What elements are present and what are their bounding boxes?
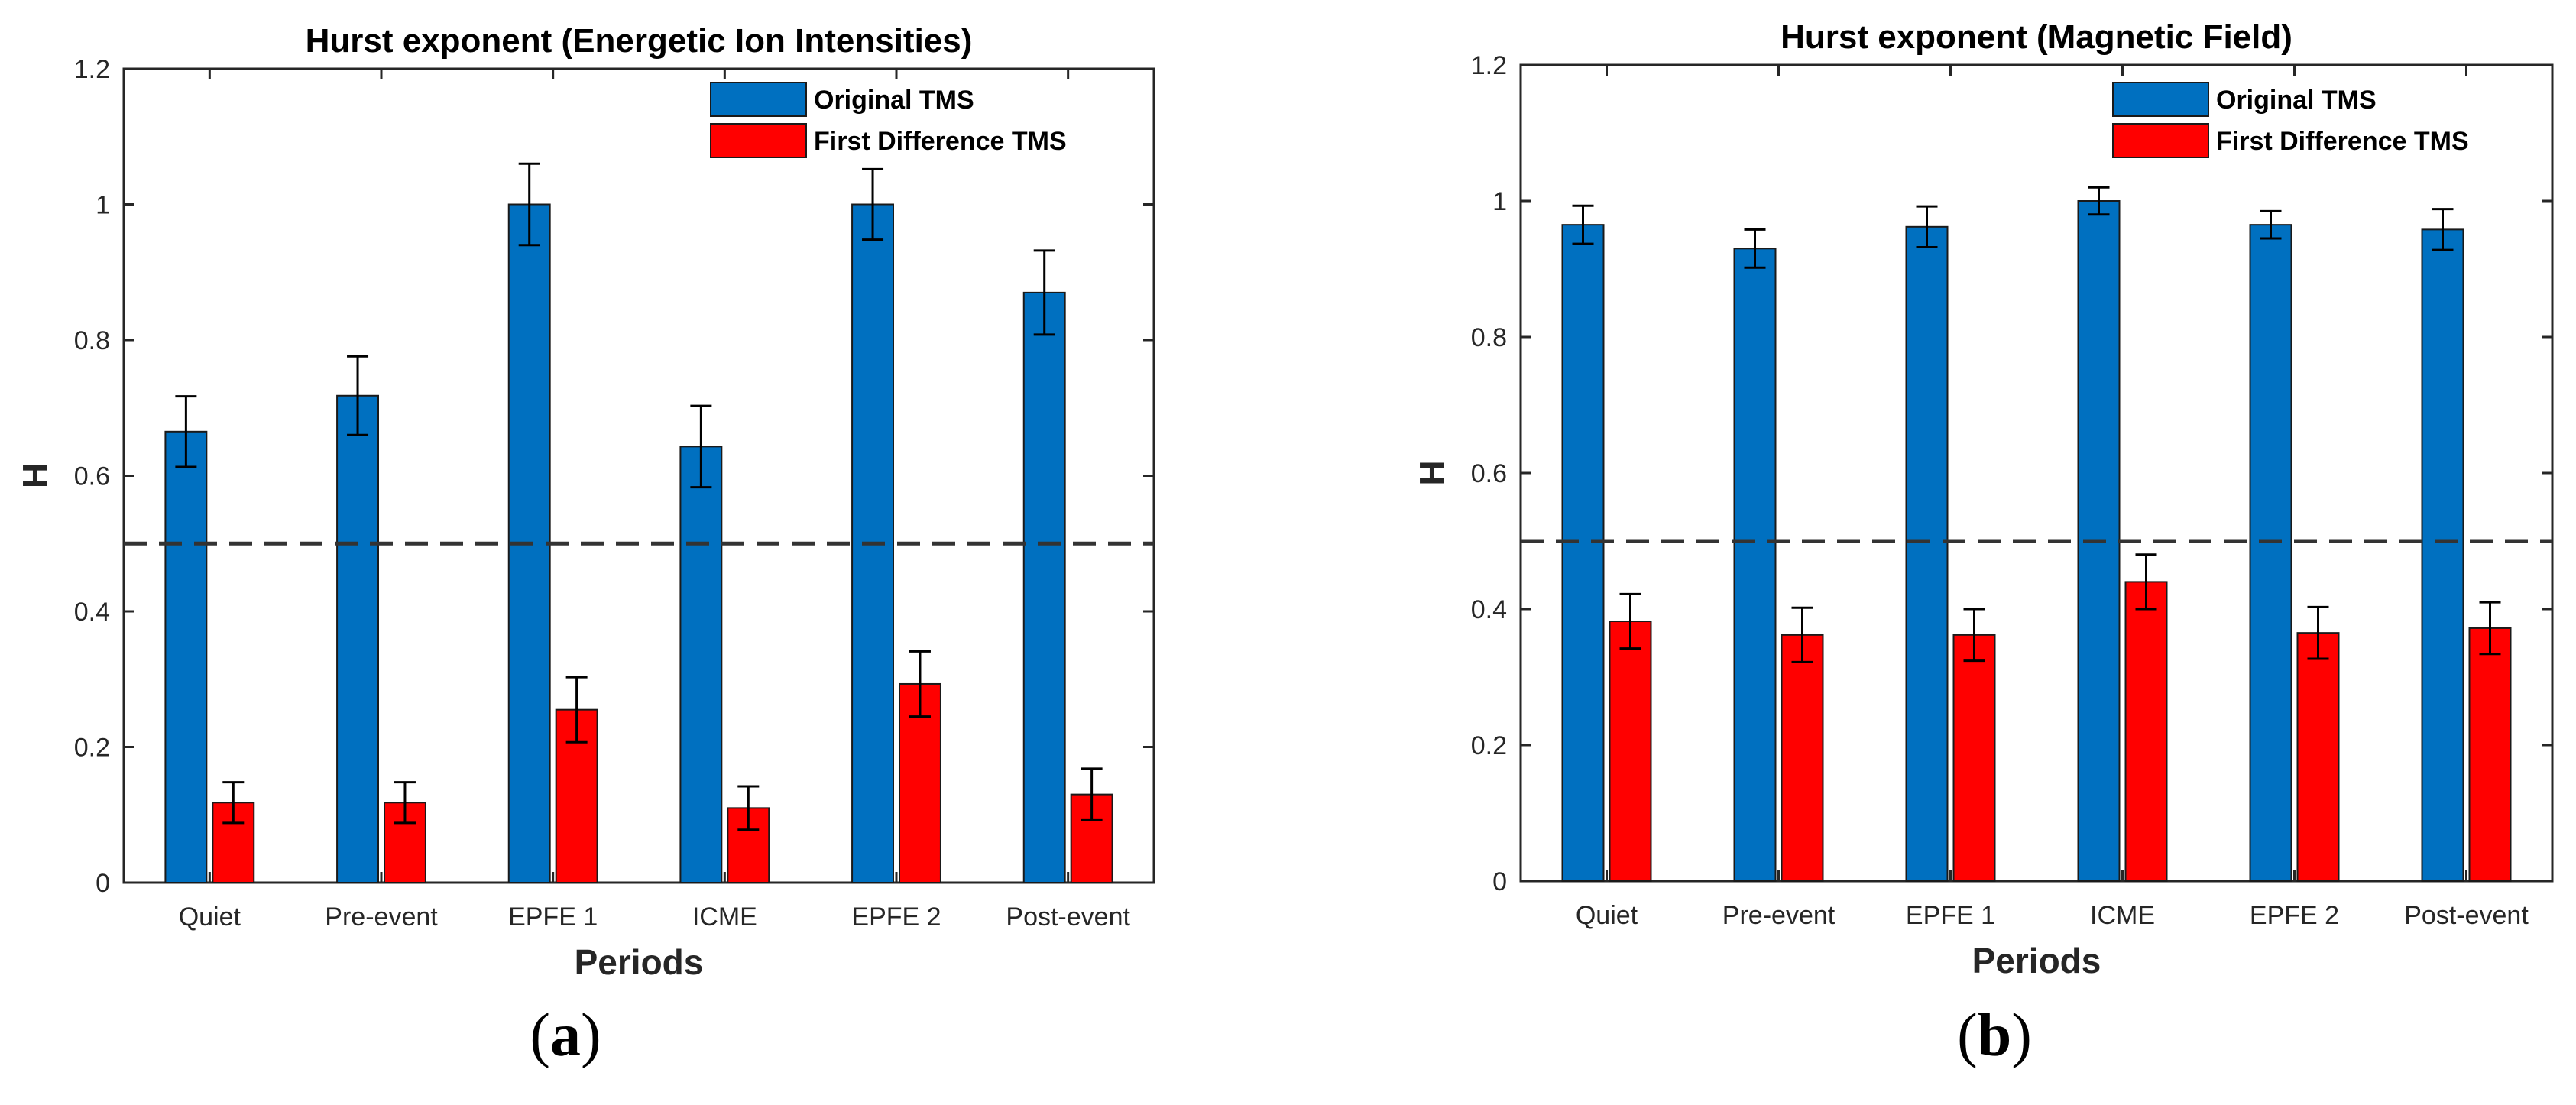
panel-b-chart: 0 0.2 0.4 0.6 0.8 1 1.2 Quiet Pre-event EPFE 1 ICM… [1412, 18, 2554, 980]
legend-entry-label: Original TMS [814, 86, 974, 115]
x-tick-label: EPFE 1 [1906, 901, 1995, 930]
first-difference-tms-bar [1781, 634, 1824, 882]
y-tick-label: 1.2 [74, 55, 110, 84]
legend-swatch-original [710, 82, 807, 117]
y-tick-label: 1.2 [1471, 51, 1507, 80]
original-tms-bar [2421, 228, 2464, 882]
x-axis-label: Periods [575, 942, 704, 982]
x-tick-label: Quiet [179, 902, 241, 932]
y-tick-label: 0.4 [74, 598, 110, 627]
x-tick-label: Post-event [2404, 901, 2529, 930]
y-axis-label: H [1412, 460, 1452, 485]
y-tick-label: 0.8 [1471, 323, 1507, 352]
x-tick-label: Quiet [1576, 901, 1638, 930]
first-difference-tms-bar [1952, 634, 1996, 882]
first-difference-tms-bar [1609, 621, 1652, 883]
first-difference-tms-bar [2468, 627, 2512, 882]
panel-a-chart: 0 0.2 0.4 0.6 0.8 1 1.2 Quiet Pre-event EPFE 1 ICM… [15, 22, 1155, 982]
original-tms-bar [2249, 224, 2292, 882]
x-tick-label: EPFE 1 [508, 902, 598, 932]
y-tick-label: 0.2 [1471, 731, 1507, 760]
y-tick-label: 1 [96, 191, 110, 220]
x-tick-label: Pre-event [1722, 901, 1836, 930]
original-tms-bar [336, 394, 379, 883]
original-tms-bar [1733, 248, 1777, 882]
first-difference-tms-bar [2296, 632, 2340, 883]
y-tick-label: 0.6 [1471, 459, 1507, 488]
y-tick-label: 1 [1492, 187, 1507, 216]
original-tms-bar [679, 446, 723, 883]
y-tick-label: 0.4 [1471, 595, 1507, 624]
y-tick-label: 0.2 [74, 734, 110, 763]
legend-swatch-first-difference [710, 123, 807, 158]
y-tick-label: 0.6 [74, 462, 110, 491]
x-tick-label: ICME [2090, 901, 2155, 930]
chart-title: Hurst exponent (Energetic Ion Intensitie… [306, 22, 973, 60]
panel-b-caption: (b) [1957, 1002, 2032, 1069]
legend-swatch-original [2112, 82, 2209, 117]
original-tms-bar [1561, 224, 1605, 882]
plot-area-frame [1519, 63, 2554, 883]
chart-title: Hurst exponent (Magnetic Field) [1781, 18, 2292, 56]
x-axis-label: Periods [1972, 941, 2101, 980]
legend-entry-label: First Difference TMS [814, 127, 1067, 156]
legend-entry-label: Original TMS [2216, 86, 2377, 115]
original-tms-bar [164, 430, 208, 883]
plot-area-frame [122, 67, 1155, 884]
x-tick-label: EPFE 2 [2250, 901, 2339, 930]
legend-swatch-first-difference [2112, 123, 2209, 158]
first-difference-tms-bar [2124, 581, 2168, 883]
original-tms-bar [1905, 225, 1949, 882]
x-tick-label: ICME [692, 902, 757, 932]
legend-entry-label: First Difference TMS [2216, 127, 2469, 156]
y-tick-label: 0.8 [74, 326, 110, 355]
panel-a-caption: (a) [530, 1002, 601, 1069]
x-tick-label: EPFE 2 [851, 902, 941, 932]
y-tick-label: 0 [1492, 867, 1507, 896]
y-tick-label: 0 [96, 869, 110, 898]
x-tick-label: Post-event [1006, 902, 1130, 932]
original-tms-bar [1022, 291, 1066, 883]
y-axis-label: H [15, 463, 55, 488]
x-tick-label: Pre-event [325, 902, 438, 932]
